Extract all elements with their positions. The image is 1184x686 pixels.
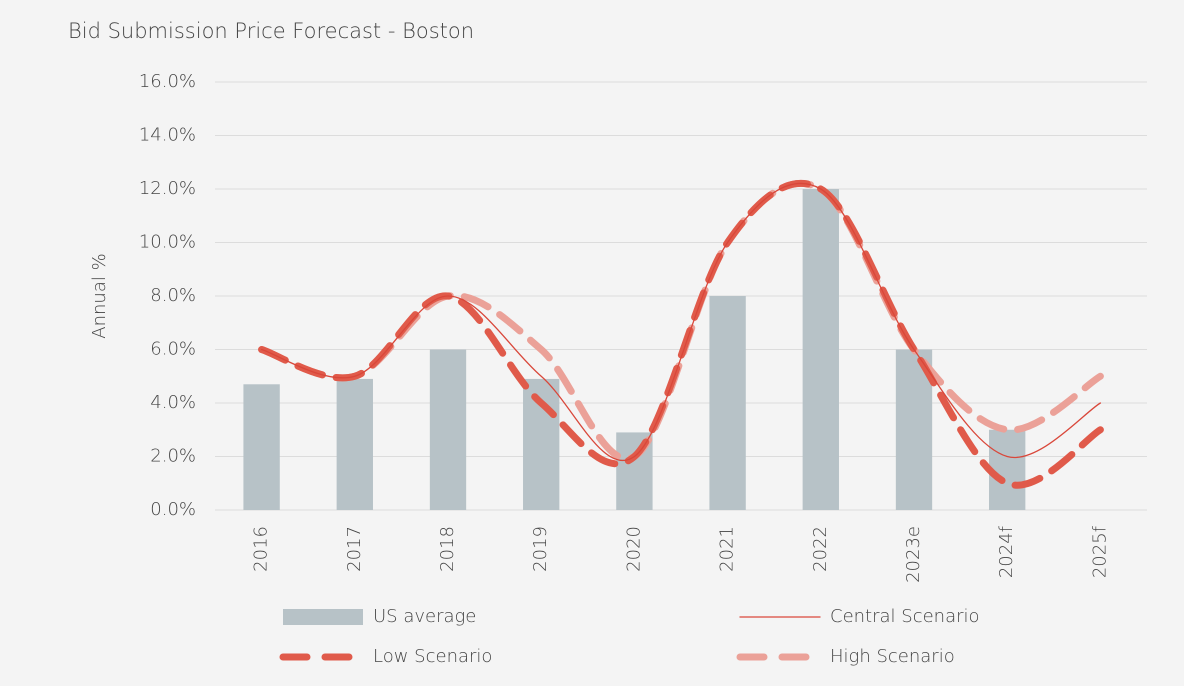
x-tick-label: 2024f [996, 525, 1017, 578]
bar [709, 296, 746, 510]
x-tick-label: 2019 [530, 526, 551, 572]
y-tick-label: 8.0% [150, 285, 196, 306]
legend-label: High Scenario [830, 646, 955, 667]
y-axis-label: Annual % [89, 253, 110, 338]
x-tick-label: 2022 [810, 526, 831, 572]
bar [429, 349, 467, 510]
bar [243, 384, 280, 510]
legend-label: US average [373, 606, 476, 627]
y-tick-label: 14.0% [139, 125, 196, 146]
line-dashed [258, 180, 1104, 489]
bar [989, 429, 1026, 510]
y-tick-label: 4.0% [150, 392, 196, 413]
bar [802, 189, 839, 510]
x-tick-label: 2016 [251, 526, 272, 572]
x-tick-label: 2025f [1089, 525, 1110, 578]
y-tick-label: 12.0% [139, 178, 196, 199]
x-tick-label: 2018 [437, 526, 458, 572]
y-tick-label: 0.0% [150, 499, 196, 520]
y-tick-label: 6.0% [150, 339, 196, 360]
y-tick-label: 2.0% [150, 446, 196, 467]
bar [336, 378, 373, 510]
line-solid [260, 182, 1102, 462]
y-tick-label: 16.0% [139, 71, 196, 92]
line-dashed [258, 180, 1104, 463]
legend-label: Central Scenario [830, 606, 980, 627]
x-tick-label: 2017 [344, 526, 365, 572]
legend-label: Low Scenario [373, 646, 492, 667]
chart-title: Bid Submission Price Forecast - Boston [68, 19, 474, 43]
x-tick-label: 2020 [623, 526, 644, 572]
y-tick-label: 10.0% [139, 232, 196, 253]
x-tick-label: 2021 [717, 526, 738, 572]
x-tick-label: 2023e [903, 526, 924, 583]
legend-swatch [283, 609, 363, 625]
